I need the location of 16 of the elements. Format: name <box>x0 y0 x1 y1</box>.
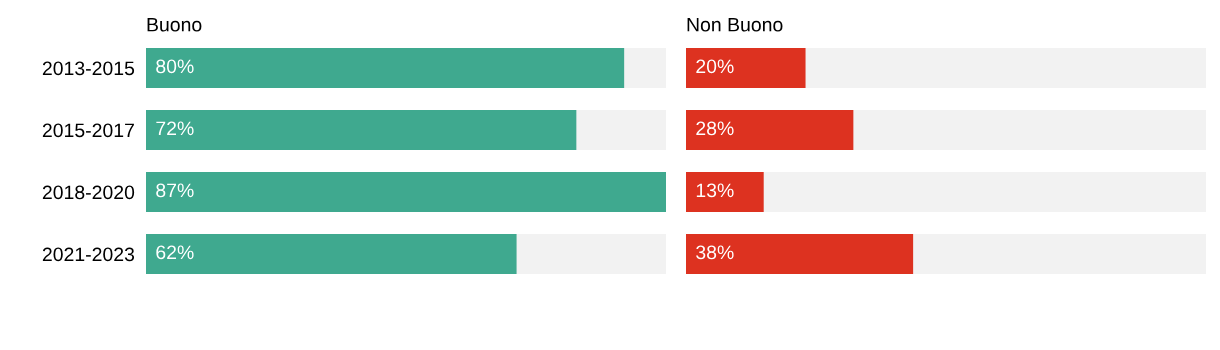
data-label: 87% <box>156 183 194 198</box>
data-label: 20% <box>696 59 734 74</box>
y-tick-label: 2021-2023 <box>42 247 135 262</box>
bar <box>686 48 806 88</box>
chart-title: Buono <box>147 17 202 32</box>
data-label: 72% <box>156 121 194 136</box>
data-label: 62% <box>156 245 194 260</box>
bar <box>686 172 764 212</box>
y-tick-label: 2013-2015 <box>42 61 135 76</box>
data-label: 38% <box>696 245 734 260</box>
y-tick-label: 2018-2020 <box>42 185 135 200</box>
data-label: 80% <box>156 59 194 74</box>
y-tick-label: 2015-2017 <box>42 123 134 138</box>
data-label: 28% <box>696 121 734 136</box>
data-label: 13% <box>696 183 734 198</box>
chart-title: Non Buono <box>687 17 783 32</box>
